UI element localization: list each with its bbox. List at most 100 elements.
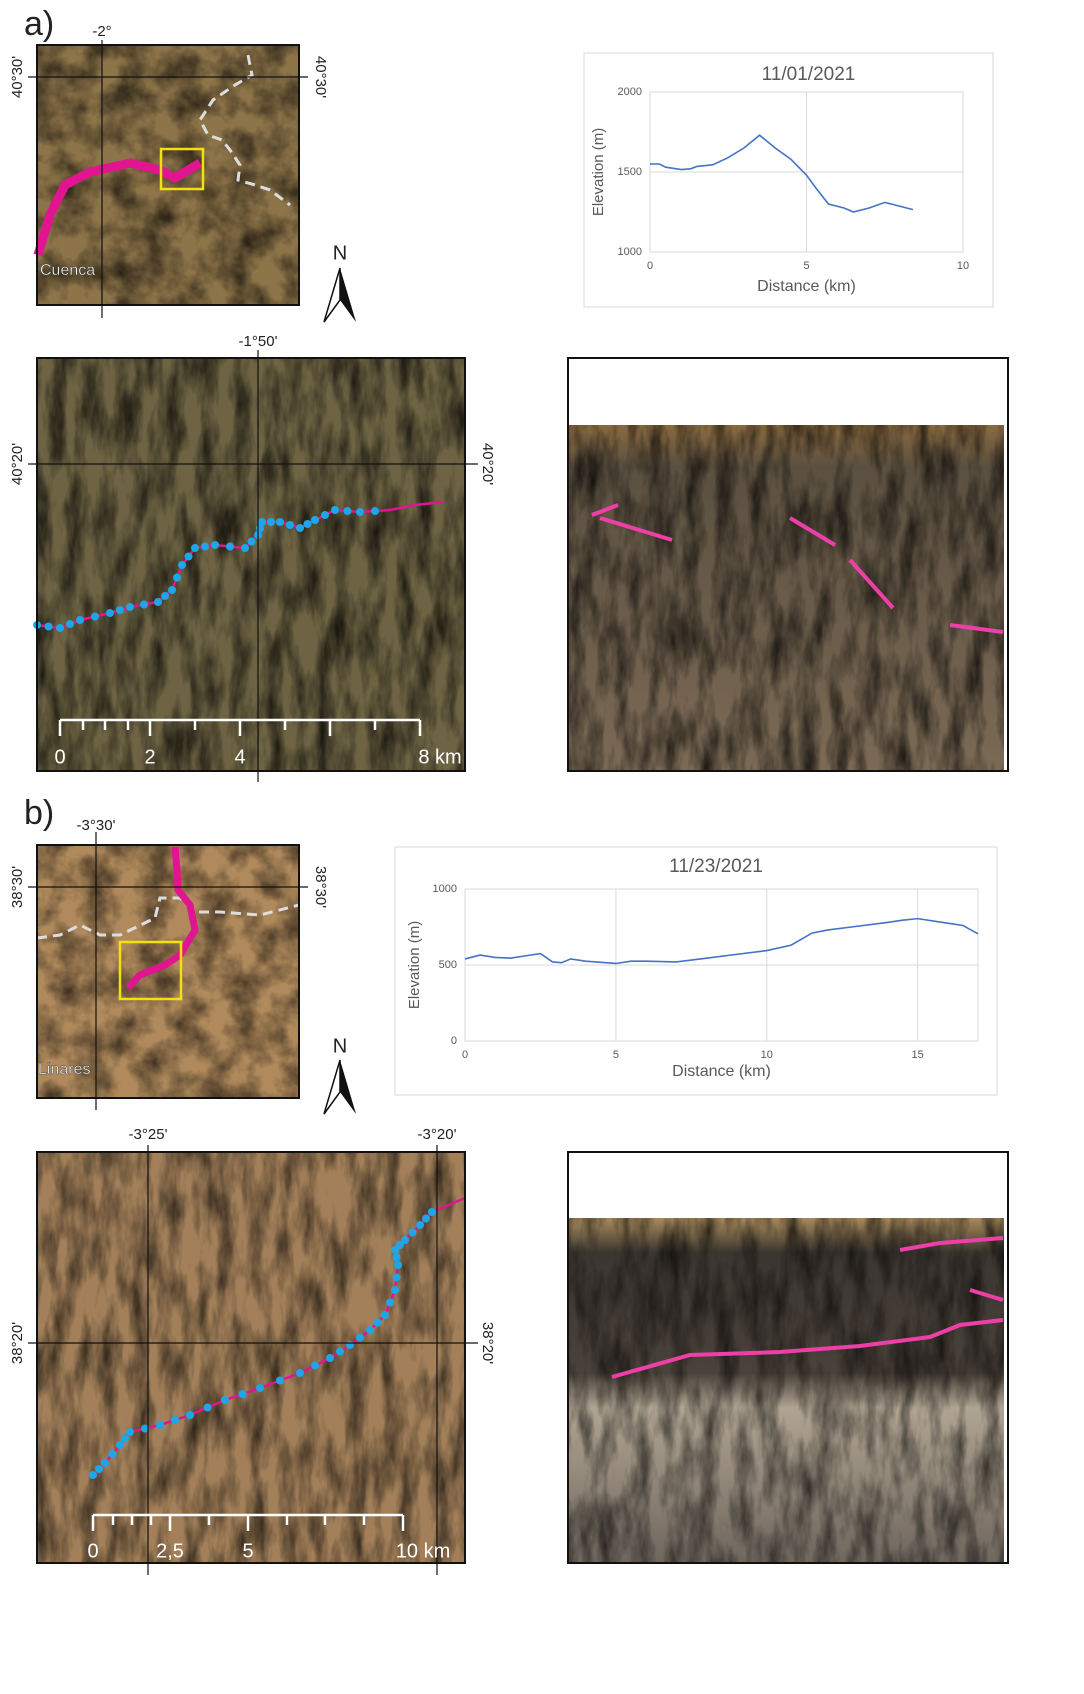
gps-point [126, 1428, 134, 1436]
gps-point [371, 507, 379, 515]
longitude-label: -3°25' [129, 1126, 168, 1143]
gps-point [416, 1221, 424, 1229]
scale-label: 0 [54, 746, 65, 768]
gps-point [276, 1377, 284, 1385]
longitude-label: -3°30' [77, 817, 116, 834]
gps-point [393, 1254, 401, 1262]
longitude-label: -2° [92, 23, 111, 40]
chart-title: 11/01/2021 [762, 64, 856, 85]
gps-point [156, 1421, 164, 1429]
panel-label: b) [24, 794, 54, 832]
detail-map [28, 350, 478, 782]
gps-point [171, 1416, 179, 1424]
gps-point [173, 574, 181, 582]
latitude-label: 40°30' [9, 56, 26, 98]
gps-point [256, 1384, 264, 1392]
gps-point [248, 538, 256, 546]
gps-point [381, 1311, 389, 1319]
gps-point [186, 1411, 194, 1419]
x-axis-label: Distance (km) [757, 278, 856, 295]
y-tick-label: 2000 [618, 86, 642, 98]
x-tick-label: 0 [462, 1049, 468, 1061]
gps-point [258, 518, 266, 526]
gps-point [106, 609, 114, 617]
gps-point [394, 1261, 402, 1269]
gps-point [101, 1459, 109, 1467]
gps-point [126, 603, 134, 611]
gps-point [116, 606, 124, 614]
north-arrow: N [324, 1035, 356, 1114]
scale-label: 2,5 [156, 1540, 184, 1562]
gps-point [95, 1465, 103, 1473]
x-tick-label: 10 [957, 260, 969, 272]
x-tick-label: 5 [613, 1049, 619, 1061]
gps-point [409, 1229, 417, 1237]
y-tick-label: 500 [439, 959, 457, 971]
gps-point [116, 1441, 124, 1449]
gps-point [121, 1435, 129, 1443]
x-tick-label: 15 [912, 1049, 924, 1061]
latitude-label: 40°20' [479, 443, 496, 485]
gps-point [311, 1362, 319, 1370]
chart-frame [395, 847, 997, 1095]
north-label: N [333, 1035, 347, 1057]
gps-point [239, 1390, 247, 1398]
scale-label: 2 [144, 746, 155, 768]
gps-point [331, 506, 339, 514]
gps-point [393, 1274, 401, 1282]
latitude-label: 38°30' [9, 866, 26, 908]
y-tick-label: 1000 [433, 883, 457, 895]
gps-point [89, 1471, 97, 1479]
chart-title: 11/23/2021 [669, 856, 763, 877]
gps-point [45, 623, 53, 631]
place-label: Linares [38, 1061, 90, 1078]
gps-point [267, 518, 275, 526]
gps-point [336, 1348, 344, 1356]
gps-point [344, 507, 352, 515]
latitude-label: 38°30' [312, 866, 329, 908]
y-tick-label: 0 [451, 1035, 457, 1047]
gps-point [91, 613, 99, 621]
gps-point [321, 511, 329, 519]
gps-point [391, 1286, 399, 1294]
gps-point [154, 598, 162, 606]
gps-point [311, 516, 319, 524]
figure: a) -2° 40°30' 40°30' Cuenca N -1°50' 40°… [0, 0, 1084, 1694]
gps-point [346, 1341, 354, 1349]
longitude-label: -3°20' [418, 1126, 457, 1143]
y-tick-label: 1000 [618, 246, 642, 258]
latitude-label: 40°20' [9, 443, 26, 485]
gps-point [386, 1299, 394, 1307]
x-axis-label: Distance (km) [672, 1063, 771, 1080]
latitude-label: 38°20' [9, 1322, 26, 1364]
chart-frame [584, 53, 993, 307]
gps-point [76, 616, 84, 624]
scale-label: 8 km [418, 746, 461, 768]
gps-point [296, 1369, 304, 1377]
x-tick-label: 5 [803, 260, 809, 272]
gps-point [276, 518, 284, 526]
gps-point [161, 592, 169, 600]
gps-point [356, 508, 364, 516]
gps-point [211, 541, 219, 549]
gps-point [140, 601, 148, 609]
gps-point [204, 1404, 212, 1412]
scale-label: 0 [87, 1540, 98, 1562]
gps-point [374, 1319, 382, 1327]
scale-label: 4 [234, 746, 245, 768]
longitude-label: -1°50' [239, 333, 278, 350]
3d-view [568, 1152, 1008, 1563]
panel-label: a) [24, 5, 54, 43]
gps-point [185, 553, 193, 561]
gps-point [428, 1208, 436, 1216]
x-tick-label: 10 [761, 1049, 773, 1061]
north-label: N [333, 242, 347, 264]
latitude-label: 40°30' [312, 56, 329, 98]
gps-point [66, 620, 74, 628]
gps-point [168, 586, 176, 594]
gps-point [286, 521, 294, 529]
gps-point [422, 1215, 430, 1223]
gps-point [241, 544, 249, 552]
scale-label: 5 [242, 1540, 253, 1562]
gps-point [109, 1450, 117, 1458]
